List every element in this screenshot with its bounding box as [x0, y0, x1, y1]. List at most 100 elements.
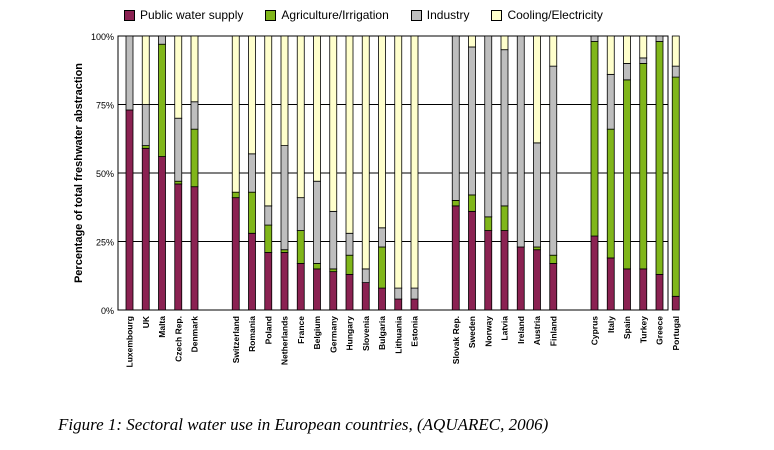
x-tick-label: Germany [328, 316, 338, 353]
bar-segment [500, 35, 509, 51]
bar-segment [451, 205, 460, 311]
bar-segment [623, 63, 631, 81]
x-tick-label: Finland [548, 316, 558, 346]
x-tick-label: Malta [157, 316, 167, 338]
bar-segment [533, 246, 541, 251]
bar-segment [549, 35, 558, 67]
bar-segment [345, 254, 354, 275]
x-tick-label: Turkey [638, 316, 648, 344]
bar-segment [329, 210, 338, 270]
bar-segment [590, 41, 599, 237]
bar-segment [394, 287, 403, 300]
bar-segment [313, 268, 321, 311]
bar-segment [158, 43, 166, 157]
x-tick-label: UK [141, 315, 151, 328]
bar-segment [329, 271, 338, 311]
bar-segment [606, 35, 615, 75]
legend-swatch [410, 9, 422, 21]
bar-segment [590, 235, 599, 311]
bar-segment [410, 298, 419, 311]
bar-segment [590, 35, 599, 42]
bar-segment [296, 230, 305, 264]
x-tick-label: Luxembourg [125, 316, 135, 367]
x-tick-label: France [296, 316, 306, 344]
bar-segment [280, 249, 289, 253]
legend-item: Agriculture/Irrigation [265, 8, 389, 22]
bar-segment [125, 109, 134, 311]
y-tick-label: 100% [91, 32, 114, 42]
bar-segment [174, 183, 183, 311]
bar-segment [280, 252, 289, 311]
bar-segment [190, 128, 199, 188]
x-tick-label: Estonia [410, 316, 420, 347]
bar-segment [639, 57, 648, 64]
bar-segment [623, 268, 631, 311]
bar-segment [345, 232, 354, 256]
bar-segment [231, 191, 240, 199]
bar-segment [313, 180, 321, 264]
bar-segment [623, 79, 631, 270]
bar-segment [296, 35, 305, 199]
bar-segment [361, 35, 370, 270]
bar-segment [410, 35, 419, 289]
bar-segment [468, 35, 476, 48]
bar-segment [516, 246, 525, 311]
figure-caption: Figure 1: Sectoral water use in European… [58, 415, 549, 434]
x-tick-label: Poland [263, 316, 273, 344]
bar-segment [500, 205, 509, 231]
x-tick-label: Romania [247, 316, 257, 352]
y-tick-label: 50% [96, 169, 114, 179]
bar-segment [468, 46, 476, 196]
bar-segment [264, 35, 273, 207]
bar-segment [500, 230, 509, 311]
bar-segment [313, 263, 321, 270]
bar-segment [248, 153, 256, 193]
bar-segment [190, 186, 199, 311]
bar-segment [231, 197, 240, 311]
bar-segment [533, 142, 541, 248]
bar-segment [533, 249, 541, 311]
x-tick-label: Austria [532, 316, 542, 346]
bar-segment [549, 254, 558, 264]
bar-segment [345, 35, 354, 234]
bar-segment [141, 145, 150, 149]
bar-segment [655, 35, 664, 42]
bar-segment [280, 145, 289, 251]
bar-segment [671, 35, 680, 67]
bar-segment [248, 191, 256, 234]
bar-segment [639, 63, 648, 270]
legend-label: Agriculture/Irrigation [281, 8, 389, 22]
bar-segment [264, 252, 273, 311]
x-tick-label: Cyprus [590, 316, 600, 346]
bar-segment [190, 35, 199, 103]
bar-segment [141, 35, 150, 105]
bar-segment [606, 128, 615, 259]
bar-segment [190, 101, 199, 130]
x-tick-label: Lithuania [393, 316, 403, 354]
bar-segment [296, 197, 305, 231]
bar-segment [378, 287, 386, 311]
legend-item: Industry [410, 8, 469, 22]
x-tick-label: Ireland [516, 316, 526, 344]
bar-segment [296, 263, 305, 311]
bar-segment [378, 35, 386, 229]
y-tick-label: 75% [96, 101, 114, 111]
bar-segment [280, 35, 289, 146]
x-tick-label: Hungary [345, 316, 355, 351]
x-tick-label: Italy [606, 316, 616, 333]
bar-segment [639, 35, 648, 59]
bar-segment [361, 282, 370, 311]
bar-segment [264, 205, 273, 226]
chart-legend: Public water supply Agriculture/Irrigatio… [124, 8, 625, 22]
bar-segment [329, 268, 338, 273]
x-tick-label: Czech Rep. [173, 316, 183, 362]
x-tick-label: Norway [483, 316, 493, 347]
x-tick-label: Sweden [467, 316, 477, 348]
bar-segment [623, 35, 631, 64]
bar-segment [516, 35, 525, 248]
x-tick-label: Denmark [190, 316, 200, 353]
bar-segment [671, 295, 680, 311]
bar-segment [394, 35, 403, 289]
legend-swatch [265, 9, 277, 21]
x-tick-label: Greece [655, 316, 665, 345]
